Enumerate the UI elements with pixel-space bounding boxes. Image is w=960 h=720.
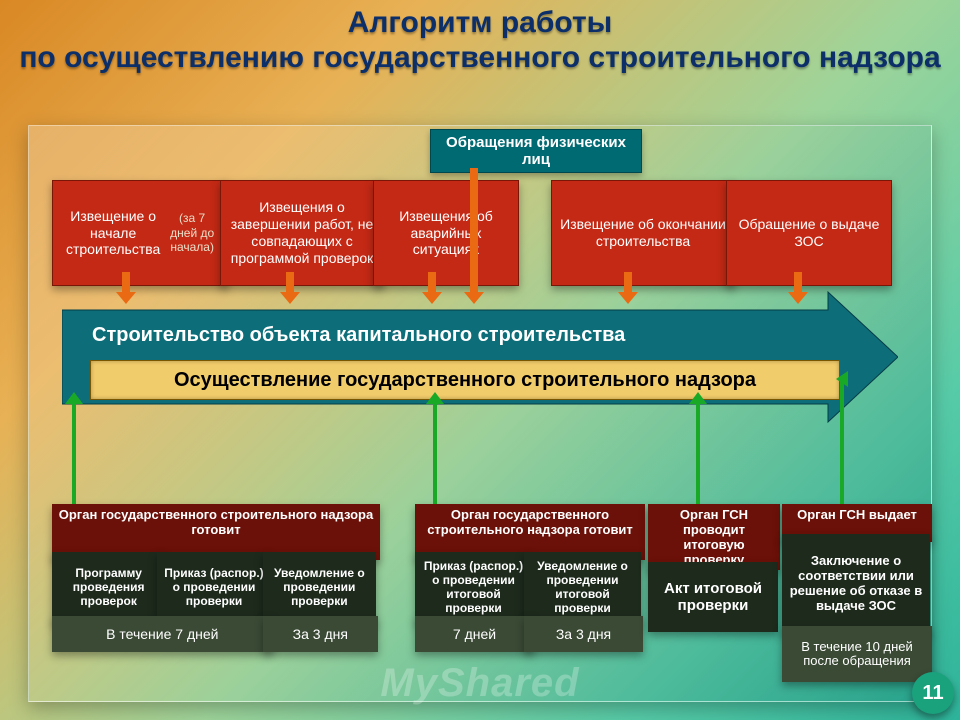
down-arrow-icon	[118, 272, 134, 304]
down-arrow-icon	[620, 272, 636, 304]
groupD-foot: В течение 10 дней после обращения	[782, 626, 932, 682]
groupA-cell-2: Приказ (распор.) о проведении проверки	[157, 552, 270, 624]
groupA-foot-1: В течение 7 дней	[52, 616, 273, 652]
input-box-1: Извещение о начале строительства(за 7 дн…	[52, 180, 228, 286]
top-banner: Обращения физических лиц	[430, 129, 642, 173]
page-title: Алгоритм работыпо осуществлению государс…	[0, 6, 960, 75]
groupB-foot-1: 7 дней	[415, 616, 534, 652]
input-box-4: Извещение об окончании строительства	[551, 180, 735, 286]
groupC-cell: Акт итоговой проверки	[648, 562, 778, 632]
input-box-2: Извещения о завершении работ, не совпада…	[220, 180, 384, 286]
input-box-5: Обращение о выдаче ЗОС	[726, 180, 892, 286]
stage: Алгоритм работыпо осуществлению государс…	[0, 0, 960, 720]
main-arrow-label: Строительство объекта капитального строи…	[92, 324, 792, 347]
down-arrow-icon	[424, 272, 440, 304]
groupA-cell-1: Программу проведения проверок	[52, 552, 165, 624]
groupC-head: Орган ГСН проводит итоговую проверку	[648, 504, 780, 570]
page-badge: 11	[912, 672, 954, 714]
groupA-foot-2: За 3 дня	[263, 616, 378, 652]
groupB-cell-1: Приказ (распор.) о проведении итоговой п…	[415, 552, 532, 624]
groupA-cell-3: Уведомление о проведении проверки	[263, 552, 376, 624]
groupD-cell: Заключение о соответствии или решение об…	[782, 534, 930, 634]
down-arrow-icon	[282, 272, 298, 304]
inner-band: Осуществление государственного строитель…	[90, 360, 840, 400]
down-arrow-icon	[466, 168, 482, 304]
groupB-foot-2: За 3 дня	[524, 616, 643, 652]
input-box-3: Извещения об аварийных ситуациях	[373, 180, 519, 286]
down-arrow-icon	[790, 272, 806, 304]
groupB-cell-2: Уведомление о проведении итоговой провер…	[524, 552, 641, 624]
